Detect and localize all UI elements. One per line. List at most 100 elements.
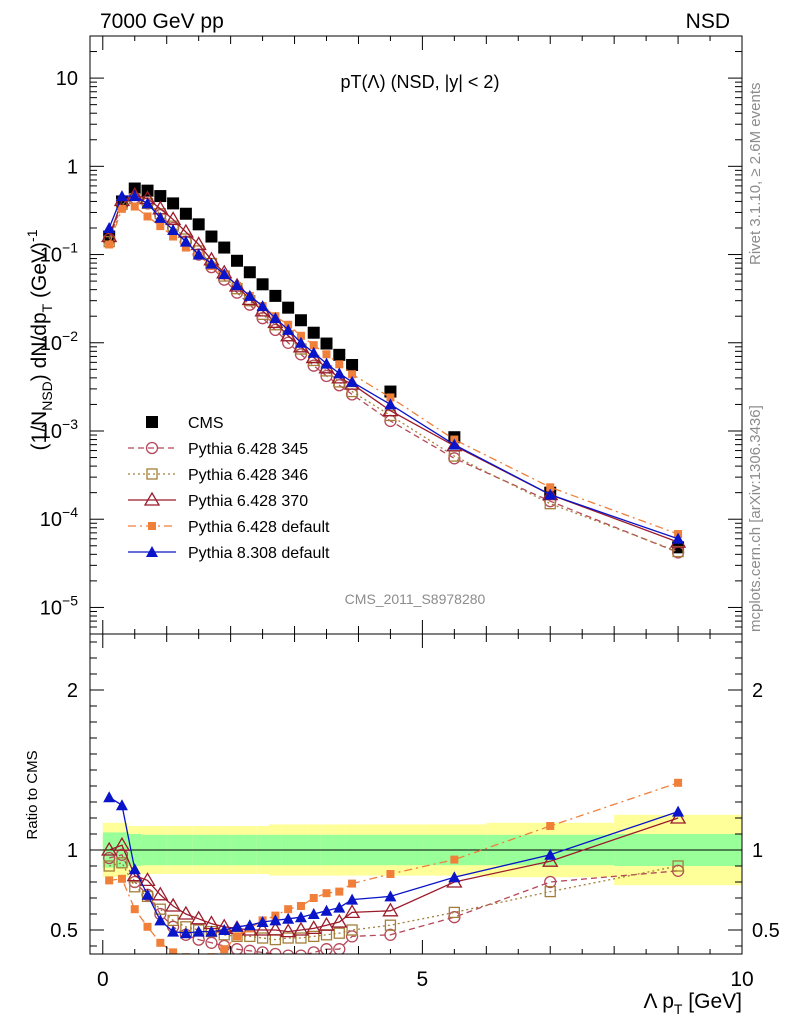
data-point-s0-14 [282,301,295,314]
rivet-version-text: Rivet 3.1.10, ≥ 2.6M events [747,83,764,266]
ratio-point-s5-13 [269,914,282,926]
data-point-s0-11 [243,266,256,279]
xlabel-sub: T [674,1001,683,1017]
ratio-point-s5-5 [167,925,180,937]
data-point-s4-4 [156,222,165,231]
data-point-s5-7 [192,248,205,260]
ratio-point-s4-3 [143,922,152,931]
ratio-y-tick-label-right: 2 [752,680,763,702]
y-tick-label: 10−4 [40,504,78,531]
ratio-point-s3-18 [331,913,348,928]
ratio-y-tick-label-right: 1 [752,840,763,862]
data-point-s3-20 [382,402,399,417]
data-point-s1-14 [282,336,295,349]
ylabel-sub1: NSD [39,381,55,411]
main-plot-data [101,182,687,559]
ratio-point-s5-22 [544,848,557,860]
ratio-point-s1-20 [384,928,397,941]
data-point-s4-20 [386,393,395,402]
ratio-plot-data [90,778,742,966]
ratio-point-s5-0 [103,791,116,803]
ratio-point-s5-19 [346,893,359,905]
ratio-point-s4-2 [130,905,139,914]
ylabel-sub2: T [39,303,55,312]
legend-label-3: Pythia 6.428 370 [188,493,308,510]
x-tick-label: 5 [417,968,429,991]
xlabel-main: Λ p [644,990,674,1013]
ratio-point-s4-21 [450,855,459,864]
ratio-point-s2-16 [308,930,320,943]
ratio-point-s5-6 [179,927,192,939]
ratio-line-5 [108,796,679,934]
plot-title-text: pT(Λ) (NSD, |y| < 2) [341,72,500,92]
ratio-y-tick-label-right: 0.5 [752,920,780,942]
ratio-point-s4-7 [195,958,203,966]
ratio-point-s2-2 [129,881,141,893]
legend-label-5: Pythia 8.308 default [188,545,330,562]
data-point-s3-21 [446,437,463,452]
y-tick-base: 10 [40,245,62,267]
ratio-y-tick-label: 2 [67,680,78,702]
series-line-5 [108,195,679,540]
ratio-point-s5-14 [282,912,295,924]
legend-label-2: Pythia 6.428 346 [188,467,308,484]
ratio-plot-panel: 0 5 10 0.5 0.5 1 1 2 2 Ratio to CMS Λ pT [GeV] [24,633,780,1017]
ylabel-part-b: ) dN/dp [28,312,51,381]
main-y-axis-label: (1/NNSD) dN/dpT (GeV)-1 [24,229,55,450]
ratio-point-s4-19 [348,879,357,888]
data-point-s5-18 [333,367,346,379]
ratio-point-s4-18 [335,887,344,896]
ratio-point-s3-7 [190,910,207,925]
ratio-point-s4-5 [169,948,178,954]
data-point-s5-1 [115,190,128,202]
ratio-point-s2-21 [448,906,461,919]
ratio-point-s2-19 [346,924,358,936]
ratio-point-s3-0 [101,841,118,856]
data-point-s5-12 [256,300,269,312]
data-point-s0-17 [320,337,333,350]
data-point-s5-10 [231,279,244,291]
legend-marker-3 [143,491,161,506]
series-line-2 [108,197,679,553]
ratio-point-s5-23 [672,805,685,817]
x-axis-label: Λ pT [GeV] [644,990,742,1017]
y-tick-exponent: −5 [62,592,78,608]
ratio-point-s1-19 [345,930,359,943]
ratio-point-s4-15 [296,902,305,910]
data-point-s4-3 [143,212,152,221]
ratio-point-s1-0 [103,851,116,865]
data-point-s0-4 [154,190,167,203]
ratio-point-s4-10 [233,932,242,941]
data-point-s5-20 [384,398,397,410]
ratio-point-s3-6 [177,905,195,920]
ratio-point-s4-20 [386,870,395,878]
legend-marker-4 [148,522,156,530]
data-point-s4-1 [117,204,126,213]
data-point-s5-3 [141,197,154,209]
ratio-point-s4-22 [546,822,555,830]
ratio-point-s2-12 [256,932,269,944]
ratio-point-s1-22 [544,875,557,889]
ratio-point-s1-15 [295,949,307,954]
data-point-s0-13 [269,289,282,302]
ratio-point-s5-4 [154,914,167,926]
ratio-point-s5-2 [128,863,141,875]
ratio-point-s2-14 [282,932,294,944]
ratio-point-s5-10 [231,920,244,932]
data-point-s0-6 [179,207,192,220]
ratio-line-2 [109,862,679,941]
ratio-point-s1-14 [282,949,295,954]
ratio-point-s4-9 [220,945,229,954]
data-point-s0-10 [231,254,244,267]
ratio-point-s3-16 [305,920,322,935]
data-point-s0-12 [256,278,269,291]
ratio-point-s4-4 [156,938,165,947]
x-tick-label: 0 [97,968,109,991]
ratio-point-s5-16 [307,908,320,919]
data-point-s4-19 [348,370,357,379]
y-tick-base: 10 [40,421,62,443]
ratio-point-s2-23 [672,860,684,872]
ratio-point-s2-1 [116,857,128,869]
ratio-point-s5-8 [205,925,218,937]
